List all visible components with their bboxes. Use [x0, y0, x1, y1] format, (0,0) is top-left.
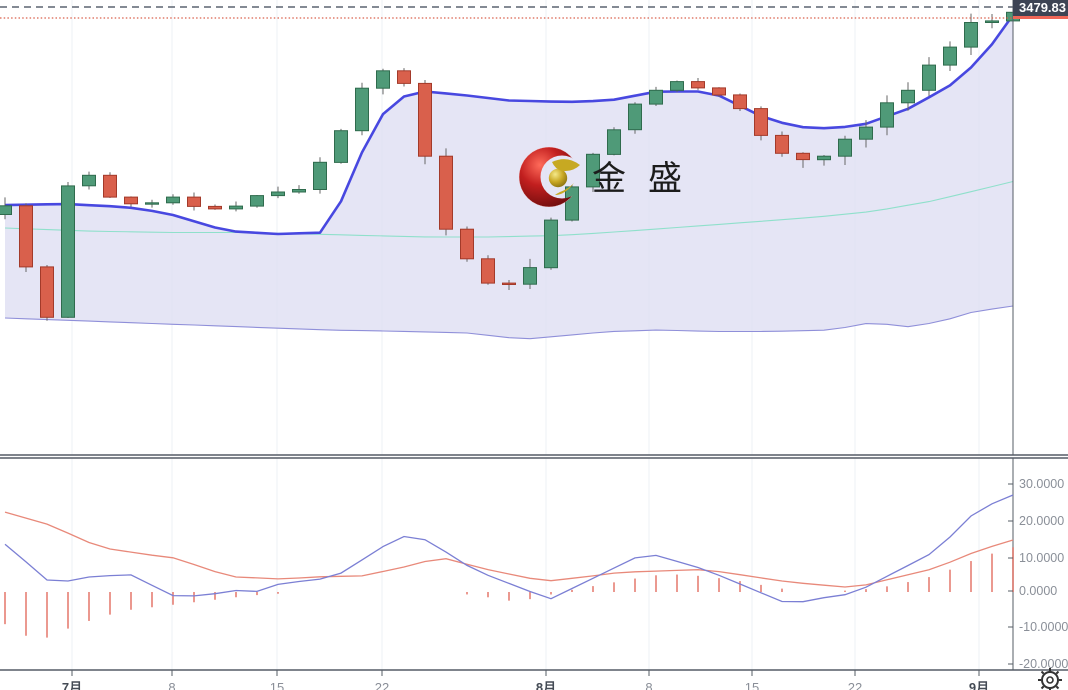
svg-text:10.0000: 10.0000	[1019, 551, 1064, 565]
svg-text:0.0000: 0.0000	[1019, 584, 1057, 598]
svg-text:金: 金	[592, 151, 626, 200]
svg-text:30.0000: 30.0000	[1019, 477, 1064, 491]
svg-text:15: 15	[745, 680, 759, 690]
svg-text:盛: 盛	[648, 151, 682, 200]
svg-text:20.0000: 20.0000	[1019, 514, 1064, 528]
svg-text:8: 8	[645, 680, 652, 690]
svg-text:-10.0000: -10.0000	[1019, 620, 1068, 634]
svg-text:22: 22	[375, 680, 389, 690]
svg-text:8月: 8月	[536, 680, 556, 690]
svg-text:7月: 7月	[62, 680, 82, 690]
svg-text:15: 15	[270, 680, 284, 690]
svg-text:-20.0000: -20.0000	[1019, 657, 1068, 671]
svg-text:8: 8	[168, 680, 175, 690]
svg-text:3479.83: 3479.83	[1019, 0, 1066, 15]
svg-text:22: 22	[848, 680, 862, 690]
svg-text:9月: 9月	[969, 680, 989, 690]
